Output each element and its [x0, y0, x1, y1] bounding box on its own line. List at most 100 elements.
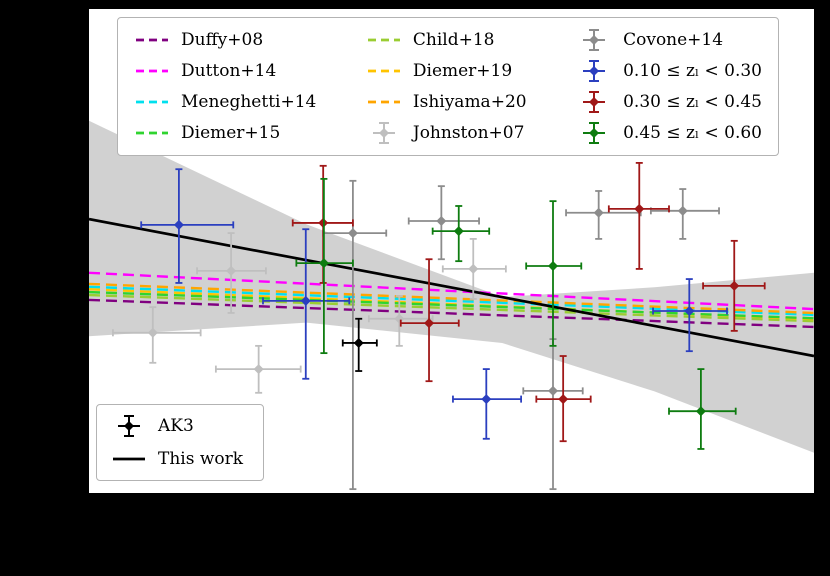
point-zbin3-3: [668, 368, 737, 450]
marker-zbin2: [424, 318, 435, 329]
legend-entry-ak3: AK3: [111, 414, 249, 438]
point-johnston07-0: [112, 306, 202, 364]
legend-entry-thiswork: This work: [111, 447, 249, 471]
point-covone14-1: [407, 185, 480, 261]
chart-canvas: [89, 120, 814, 491]
legend-entry-meneghetti14: Meneghetti+14: [134, 90, 316, 114]
legend-entry-dutton14: Dutton+14: [134, 59, 316, 83]
point-zbin2-1: [399, 258, 460, 383]
errorbar-glyph: [372, 122, 395, 144]
marker-zbin2: [558, 394, 569, 405]
marker-zbin1: [300, 295, 311, 306]
marker-johnston07: [226, 265, 237, 276]
marker-johnston07: [468, 263, 479, 274]
legend-label-zbin2: 0.30 ≤ zₗ < 0.45: [623, 91, 762, 112]
point-zbin1-0: [140, 168, 235, 284]
errorbar-sample-zbin1: [576, 59, 612, 83]
point-zbin1-3: [652, 278, 728, 353]
errorbar-glyph: [118, 415, 140, 437]
point-zbin3-1: [431, 205, 491, 263]
dash-glyph: [136, 100, 168, 104]
legend-label-ishiyama20: Ishiyama+20: [412, 91, 527, 112]
dash-line-sample-child18: [366, 28, 402, 52]
legend-entry-covone14: Covone+14: [576, 28, 762, 52]
dash-line-sample-diemer15: [134, 121, 170, 145]
point-zbin2-4: [702, 239, 766, 332]
errorbar-glyph: [583, 60, 606, 82]
legend-label-ak3: AK3: [158, 415, 194, 436]
legend-label-meneghetti14: Meneghetti+14: [181, 91, 317, 112]
point-zbin3-2: [525, 200, 583, 347]
errorbar-sample-johnston07: [366, 121, 402, 145]
marker-covone14: [677, 205, 688, 216]
legend-top: Duffy+08 Dutton+14 Meneghetti+14 Diemer+…: [117, 17, 779, 156]
marker-zbin3: [318, 258, 329, 269]
marker-zbin3: [695, 406, 706, 417]
point-covone14-2: [522, 338, 584, 491]
point-zbin3-0: [295, 177, 354, 355]
point-zbin2-3: [607, 162, 670, 270]
marker-zbin1: [684, 306, 695, 317]
point-johnston07-2: [214, 344, 302, 394]
dash-glyph: [367, 38, 400, 42]
legend-entry-zbin3: 0.45 ≤ zₗ < 0.60: [576, 121, 762, 145]
legend-entry-ishiyama20: Ishiyama+20: [366, 90, 527, 114]
dash-glyph: [367, 69, 400, 73]
errorbar-sample-ak3: [111, 414, 147, 438]
legend-label-johnston07: Johnston+07: [412, 122, 525, 143]
solid-line-sample-thiswork: [111, 447, 147, 471]
marker-covone14: [347, 228, 358, 239]
marker-covone14: [593, 207, 604, 218]
marker-zbin3: [453, 226, 464, 237]
legend-entry-child18: Child+18: [366, 28, 527, 52]
marker-zbin3: [548, 261, 558, 272]
marker-zbin1: [481, 394, 492, 405]
errorbar-sample-zbin2: [576, 90, 612, 114]
legend-entry-duffy08: Duffy+08: [134, 28, 316, 52]
marker-covone14: [548, 385, 558, 396]
model-line-dutton14: [89, 271, 814, 311]
model-line-child18: [89, 293, 814, 323]
marker-zbin1: [173, 219, 184, 230]
legend-entry-zbin2: 0.30 ≤ zₗ < 0.45: [576, 90, 762, 114]
legend-label-zbin3: 0.45 ≤ zₗ < 0.60: [623, 122, 762, 143]
legend-label-covone14: Covone+14: [623, 29, 724, 50]
legend-entry-zbin1: 0.10 ≤ zₗ < 0.30: [576, 59, 762, 83]
point-zbin1-1: [262, 228, 351, 380]
dash-glyph: [367, 100, 400, 104]
point-covone14-4: [649, 188, 720, 240]
dash-line-sample-diemer19: [366, 59, 402, 83]
model-line-ishiyama20: [89, 282, 814, 315]
dash-line-sample-meneghetti14: [134, 90, 170, 114]
point-covone14-3: [565, 190, 642, 240]
legend-label-child18: Child+18: [412, 29, 495, 50]
line-glyph: [113, 457, 145, 461]
marker-johnston07: [147, 327, 158, 338]
marker-ak3: [353, 337, 364, 348]
legend-label-zbin1: 0.10 ≤ zₗ < 0.30: [623, 60, 762, 81]
legend-label-dutton14: Dutton+14: [181, 60, 277, 81]
errorbar-glyph: [583, 29, 606, 51]
plot-area: Duffy+08 Dutton+14 Meneghetti+14 Diemer+…: [88, 8, 815, 494]
errorbar-sample-covone14: [576, 28, 612, 52]
model-line-diemer15: [89, 290, 814, 320]
legend-entry-diemer19: Diemer+19: [366, 59, 527, 83]
point-johnston07-1: [196, 232, 267, 314]
point-zbin1-2: [452, 368, 523, 440]
legend-label-thiswork: This work: [158, 448, 244, 469]
point-johnston07-3: [367, 295, 434, 347]
marker-zbin2: [729, 280, 740, 291]
marker-zbin2: [634, 203, 645, 214]
point-covone14-0: [322, 179, 388, 491]
point-ak3-0: [341, 317, 378, 372]
fit-line: [89, 217, 814, 358]
point-johnston07-4: [441, 237, 507, 300]
legend-bottom: AK3 This work: [96, 404, 264, 481]
dash-glyph: [136, 69, 168, 73]
dash-glyph: [136, 131, 168, 135]
dash-line-sample-dutton14: [134, 59, 170, 83]
errorbar-glyph: [583, 91, 606, 113]
marker-johnston07: [253, 364, 264, 375]
errorbar-glyph: [583, 122, 606, 144]
